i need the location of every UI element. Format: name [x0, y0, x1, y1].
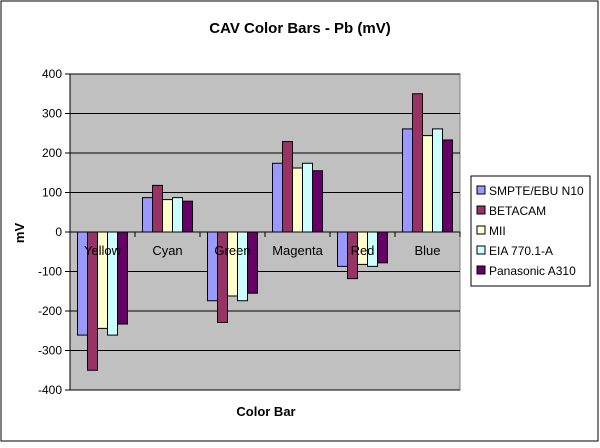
bar-blue-3: [432, 128, 443, 233]
legend-label: MII: [489, 224, 506, 238]
chart-title: CAV Color Bars - Pb (mV): [209, 20, 390, 37]
bar-blue-0: [402, 128, 413, 233]
x-tick-label: Magenta: [272, 243, 323, 258]
bar-cyan-0: [142, 197, 153, 233]
bar-magenta-4: [312, 170, 323, 233]
bar-yellow-4: [117, 231, 128, 325]
legend-label: BETACAM: [489, 204, 546, 218]
legend: SMPTE/EBU N10 BETACAM MII EIA 770.1-A Panaso…: [470, 175, 591, 287]
bar-magenta-2: [292, 167, 303, 233]
bar-magenta-1: [282, 141, 293, 233]
bar-blue-2: [422, 135, 433, 233]
bar-magenta-3: [302, 162, 313, 233]
bar-blue-4: [442, 139, 453, 233]
x-tick-label: Red: [351, 243, 375, 258]
legend-swatch: [476, 225, 486, 235]
legend-swatch: [476, 205, 486, 215]
bar-green-4: [247, 231, 258, 294]
legend-label: SMPTE/EBU N10: [489, 184, 584, 198]
legend-swatch: [476, 265, 486, 275]
x-tick-label: Yellow: [84, 243, 122, 258]
y-tick-label: -200: [38, 304, 62, 318]
bar-cyan-4: [182, 200, 193, 233]
y-tick-label: -300: [38, 344, 62, 358]
y-tick-label: 0: [55, 225, 62, 239]
y-tick-label: -400: [38, 383, 62, 397]
legend-swatch: [476, 185, 486, 195]
legend-box: [470, 175, 591, 287]
y-tick-label: 400: [42, 67, 62, 81]
x-tick-label: Cyan: [152, 243, 182, 258]
legend-label: EIA 770.1-A: [489, 244, 553, 258]
y-tick-label: 300: [42, 107, 62, 121]
bar-cyan-1: [152, 184, 163, 233]
bar-magenta-0: [272, 162, 283, 233]
x-tick-label: Green: [214, 243, 250, 258]
y-tick-label: 100: [42, 186, 62, 200]
bar-green-2: [227, 231, 238, 297]
y-tick-label: -100: [38, 265, 62, 279]
y-tick-label: 200: [42, 146, 62, 160]
plot-area: -400 -300 -200 -100 0 100 200 300 400 Yellow Cyan G…: [38, 67, 461, 397]
bar-cyan-2: [162, 199, 173, 233]
y-axis-title: mV: [12, 223, 27, 244]
bar-red-0: [337, 231, 348, 267]
bar-blue-1: [412, 93, 423, 233]
legend-swatch: [476, 245, 486, 255]
x-axis-title: Color Bar: [236, 404, 295, 419]
x-tick-label: Blue: [414, 243, 440, 258]
bar-cyan-3: [172, 197, 183, 233]
legend-label: Panasonic A310: [489, 264, 576, 278]
bar-red-4: [377, 231, 388, 264]
